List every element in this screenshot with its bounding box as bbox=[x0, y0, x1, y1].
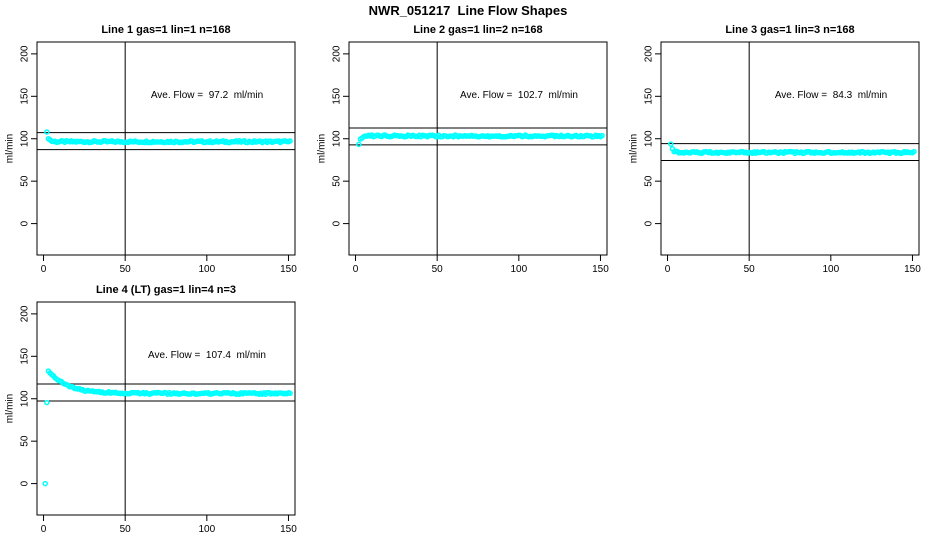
ave-flow-label-line-4: Ave. Flow = 107.4 ml/min bbox=[148, 350, 266, 361]
svg-text:150: 150 bbox=[280, 524, 297, 535]
svg-text:200: 200 bbox=[332, 45, 343, 62]
svg-text:100: 100 bbox=[198, 524, 215, 535]
panel-title-line-4: Line 4 (LT) gas=1 lin=4 n=3 bbox=[95, 284, 237, 296]
svg-text:ml/min: ml/min bbox=[629, 134, 640, 163]
ave-flow-label-line-2: Ave. Flow = 102.7 ml/min bbox=[460, 90, 578, 101]
svg-text:50: 50 bbox=[744, 264, 756, 275]
svg-text:ml/min: ml/min bbox=[5, 394, 16, 423]
svg-text:0: 0 bbox=[41, 524, 47, 535]
svg-text:150: 150 bbox=[644, 88, 655, 105]
line-1-plot: 0 50 100 150 200 0 50 100 150 ml/min bbox=[5, 41, 297, 275]
svg-text:50: 50 bbox=[432, 264, 444, 275]
svg-text:0: 0 bbox=[332, 220, 343, 226]
line-4-plot: 0 50 100 150 200 0 50 100 150 ml/min bbox=[5, 301, 297, 535]
svg-text:50: 50 bbox=[120, 524, 132, 535]
svg-text:100: 100 bbox=[644, 130, 655, 147]
svg-text:200: 200 bbox=[644, 45, 655, 62]
svg-text:100: 100 bbox=[822, 264, 839, 275]
svg-text:ml/min: ml/min bbox=[5, 134, 16, 163]
figure-title: NWR_051217 Line Flow Shapes bbox=[368, 3, 568, 18]
svg-text:150: 150 bbox=[592, 264, 609, 275]
svg-text:100: 100 bbox=[20, 130, 31, 147]
svg-text:50: 50 bbox=[120, 264, 132, 275]
svg-text:100: 100 bbox=[20, 390, 31, 407]
line-3-plot: 0 50 100 150 200 0 50 100 150 ml/min bbox=[629, 41, 921, 275]
svg-text:150: 150 bbox=[904, 264, 921, 275]
ave-flow-label-line-1: Ave. Flow = 97.2 ml/min bbox=[150, 90, 264, 101]
svg-text:0: 0 bbox=[20, 480, 31, 486]
svg-text:150: 150 bbox=[280, 264, 297, 275]
svg-text:200: 200 bbox=[20, 305, 31, 322]
svg-text:150: 150 bbox=[20, 88, 31, 105]
svg-text:100: 100 bbox=[332, 130, 343, 147]
svg-text:150: 150 bbox=[332, 88, 343, 105]
panel-line-1: 0 50 100 150 200 0 50 100 150 ml/min Line 1 gas=1… bbox=[0, 18, 312, 280]
panel-title-line-1: Line 1 gas=1 lin=1 n=168 bbox=[101, 24, 231, 36]
svg-text:100: 100 bbox=[510, 264, 527, 275]
svg-text:200: 200 bbox=[20, 45, 31, 62]
svg-text:0: 0 bbox=[41, 264, 47, 275]
svg-text:50: 50 bbox=[20, 175, 31, 187]
svg-text:50: 50 bbox=[332, 175, 343, 187]
panel-title-line-2: Line 2 gas=1 lin=2 n=168 bbox=[413, 24, 543, 36]
ave-flow-label-line-3: Ave. Flow = 84.3 ml/min bbox=[774, 90, 888, 101]
line-2-plot: 0 50 100 150 200 0 50 100 150 ml/min bbox=[317, 41, 609, 275]
svg-text:0: 0 bbox=[353, 264, 359, 275]
panel-line-2: 0 50 100 150 200 0 50 100 150 ml/min Line 2 gas=1… bbox=[312, 18, 624, 280]
svg-text:150: 150 bbox=[20, 348, 31, 365]
svg-text:0: 0 bbox=[20, 220, 31, 226]
panel-title-line-3: Line 3 gas=1 lin=3 n=168 bbox=[725, 24, 855, 36]
svg-text:0: 0 bbox=[665, 264, 671, 275]
svg-text:50: 50 bbox=[644, 175, 655, 187]
svg-text:0: 0 bbox=[644, 220, 655, 226]
svg-text:50: 50 bbox=[20, 435, 31, 447]
svg-text:ml/min: ml/min bbox=[317, 134, 328, 163]
svg-text:100: 100 bbox=[198, 264, 215, 275]
panel-line-4: 0 50 100 150 200 0 50 100 150 ml/min Line 4 (LT) … bbox=[0, 278, 312, 540]
panel-line-3: 0 50 100 150 200 0 50 100 150 ml/min Line 3 gas=1… bbox=[624, 18, 936, 280]
